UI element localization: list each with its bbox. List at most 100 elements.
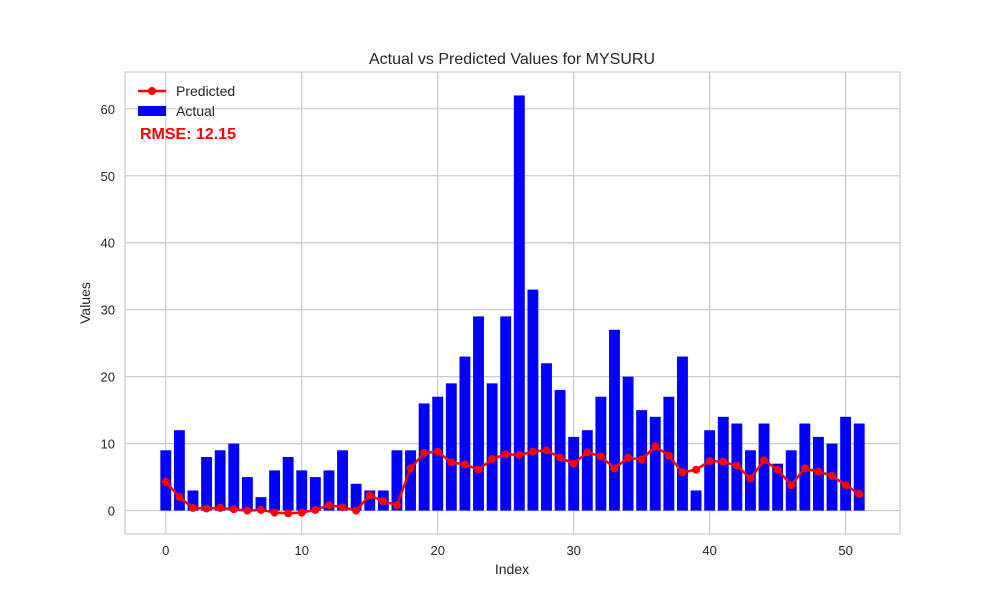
predicted-point	[284, 509, 293, 518]
predicted-point	[365, 491, 374, 500]
predicted-point	[814, 467, 823, 476]
predicted-point	[542, 446, 551, 455]
predicted-point	[569, 459, 578, 468]
x-tick-label: 10	[295, 543, 309, 558]
actual-bar	[649, 416, 661, 511]
predicted-point	[447, 458, 456, 467]
actual-bar	[772, 463, 784, 511]
predicted-point	[746, 474, 755, 483]
y-tick-label: 0	[108, 504, 115, 519]
predicted-line	[161, 442, 864, 518]
predicted-point	[406, 464, 415, 473]
predicted-point	[773, 465, 782, 474]
legend-actual-swatch-icon	[138, 106, 166, 116]
actual-bar	[840, 416, 852, 511]
x-tick-label: 50	[838, 543, 852, 558]
y-axis-label: Values	[77, 282, 93, 324]
predicted-point	[188, 503, 197, 512]
predicted-point	[515, 450, 524, 459]
actual-bar	[459, 356, 471, 511]
predicted-point	[556, 453, 565, 462]
chart-title: Actual vs Predicted Values for MYSURU	[369, 51, 655, 68]
actual-bar	[473, 316, 484, 511]
actual-bar	[527, 289, 539, 511]
actual-bar	[541, 363, 552, 511]
actual-bar	[418, 403, 430, 511]
legend-actual-label: Actual	[176, 103, 215, 119]
actual-bar	[568, 436, 580, 511]
x-tick-label: 0	[162, 543, 169, 558]
legend-predicted-marker-icon	[148, 87, 156, 95]
actual-bar	[173, 430, 185, 511]
predicted-point	[433, 447, 442, 456]
actual-bar	[486, 383, 498, 511]
y-tick-label: 60	[101, 102, 115, 117]
predicted-point	[243, 506, 252, 515]
predicted-point	[420, 448, 429, 457]
actual-bar	[214, 450, 226, 511]
grid-lines	[125, 72, 900, 534]
x-tick-label: 20	[430, 543, 444, 558]
actual-bar	[201, 457, 213, 511]
predicted-point	[678, 468, 687, 477]
predicted-point	[311, 505, 320, 514]
actual-bar	[350, 483, 362, 511]
predicted-point	[161, 477, 170, 486]
predicted-point	[256, 505, 265, 514]
actual-bar	[255, 497, 267, 511]
actual-bar	[445, 383, 457, 511]
actual-bar	[391, 450, 403, 511]
y-tick-label: 50	[101, 169, 115, 184]
legend: Predicted Actual	[138, 83, 235, 119]
actual-bar	[513, 95, 525, 511]
actual-bar	[282, 457, 294, 511]
rmse-annotation: RMSE: 12.15	[140, 126, 236, 143]
predicted-point	[760, 456, 769, 465]
actual-bar	[296, 470, 308, 511]
x-axis-label: Index	[495, 561, 529, 577]
x-tick-label: 40	[702, 543, 716, 558]
actual-bar	[269, 470, 280, 511]
predicted-point	[474, 465, 483, 474]
y-tick-label: 30	[101, 303, 115, 318]
legend-predicted-label: Predicted	[176, 83, 235, 99]
predicted-point	[855, 489, 864, 498]
predicted-point	[732, 461, 741, 470]
predicted-point	[841, 481, 850, 490]
actual-bar	[405, 450, 416, 511]
y-tick-label: 10	[101, 437, 115, 452]
predicted-point	[297, 508, 306, 517]
actual-bar	[785, 450, 797, 511]
predicted-point	[501, 450, 510, 459]
predicted-point	[624, 453, 633, 462]
actual-bar	[704, 430, 716, 511]
predicted-point	[392, 501, 401, 510]
actual-bar	[609, 329, 620, 511]
actual-bar	[309, 477, 321, 511]
predicted-point	[175, 493, 184, 502]
predicted-point	[787, 481, 796, 490]
y-tick-label: 40	[101, 236, 115, 251]
actual-bar	[758, 423, 770, 511]
predicted-point	[338, 503, 347, 512]
predicted-point	[692, 465, 701, 474]
y-tick-label: 20	[101, 370, 115, 385]
predicted-point	[488, 455, 497, 464]
actual-bar	[500, 316, 512, 511]
predicted-line-path	[164, 445, 860, 515]
predicted-point	[324, 501, 333, 510]
predicted-point	[379, 497, 388, 506]
x-tick-label: 30	[566, 543, 580, 558]
actual-bar	[323, 470, 335, 511]
actual-bar	[364, 490, 376, 511]
actual-bar	[228, 443, 240, 511]
actual-bar	[853, 423, 865, 511]
actual-bar	[690, 490, 702, 511]
tick-labels: 0 10 20 30 40 50 0 10 20 30 40 50 60	[101, 102, 853, 558]
actual-bar	[187, 490, 199, 511]
predicted-point	[596, 452, 605, 461]
actual-bar	[241, 477, 253, 511]
actual-bar	[581, 430, 593, 511]
predicted-point	[583, 448, 592, 457]
